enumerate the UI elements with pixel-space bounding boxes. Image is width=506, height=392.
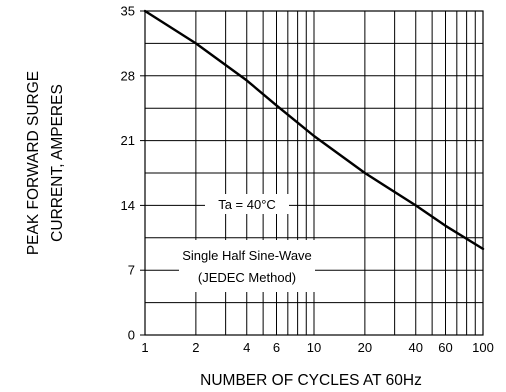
grid	[140, 10, 483, 336]
y-tick-label: 21	[121, 133, 135, 148]
x-tick-label: 6	[273, 340, 280, 355]
data-point	[195, 42, 197, 45]
y-tick-label: 28	[121, 68, 135, 83]
x-tick-label: 1	[141, 340, 148, 355]
annotation-box	[205, 194, 289, 214]
y-axis-label-line: PEAK FORWARD SURGE	[25, 71, 42, 255]
data-point	[245, 79, 248, 82]
y-tick-label: 7	[128, 263, 135, 278]
x-axis-label: NUMBER OF CYCLES AT 60Hz	[200, 372, 422, 389]
plot-frame	[144, 10, 484, 336]
data-point	[444, 224, 447, 227]
x-tick-label: 60	[438, 340, 452, 355]
y-axis-label: PEAK FORWARD SURGE CURRENT, AMPERES	[25, 71, 66, 255]
x-tick-labels: 1 2 4 6 10 20 40 60 100	[141, 340, 493, 355]
x-tick-label: 2	[192, 340, 199, 355]
annotation-box	[179, 240, 315, 292]
annotations: Ta = 40°C Single Half Sine-Wave (JEDEC Met…	[179, 194, 315, 292]
plot-frame-rect	[144, 10, 484, 336]
series-layer	[143, 9, 485, 251]
y-axis-label-line: CURRENT, AMPERES	[49, 84, 66, 242]
x-tick-label: 20	[358, 340, 372, 355]
y-tick-label: 0	[128, 328, 135, 343]
annotation-temperature: Ta = 40°C	[218, 197, 276, 212]
data-point	[482, 248, 484, 250]
annotation-method-line: (JEDEC Method)	[198, 270, 296, 285]
data-point	[313, 135, 315, 137]
x-tick-label: 10	[307, 340, 321, 355]
x-tick-label: 100	[472, 340, 494, 355]
data-point	[144, 10, 146, 12]
y-tick-label: 14	[121, 198, 135, 213]
data-point	[414, 204, 417, 207]
y-tick-label: 35	[121, 4, 135, 19]
data-point	[275, 104, 278, 107]
annotation-method-line: Single Half Sine-Wave	[182, 248, 312, 263]
data-point	[364, 172, 366, 174]
y-tick-labels: 0 7 14 21 28 35	[121, 4, 135, 343]
x-tick-label: 40	[409, 340, 423, 355]
x-tick-label: 4	[243, 340, 250, 355]
